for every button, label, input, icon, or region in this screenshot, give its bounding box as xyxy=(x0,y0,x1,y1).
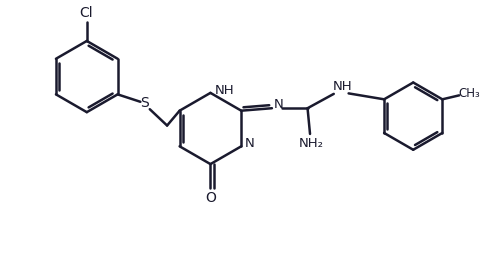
Text: NH: NH xyxy=(214,84,234,97)
Text: N: N xyxy=(274,98,283,111)
Text: NH: NH xyxy=(332,80,352,93)
Text: CH₃: CH₃ xyxy=(458,87,480,100)
Text: NH₂: NH₂ xyxy=(299,137,324,150)
Text: Cl: Cl xyxy=(79,6,93,20)
Text: S: S xyxy=(140,96,149,110)
Text: O: O xyxy=(205,191,216,205)
Text: N: N xyxy=(245,137,255,150)
